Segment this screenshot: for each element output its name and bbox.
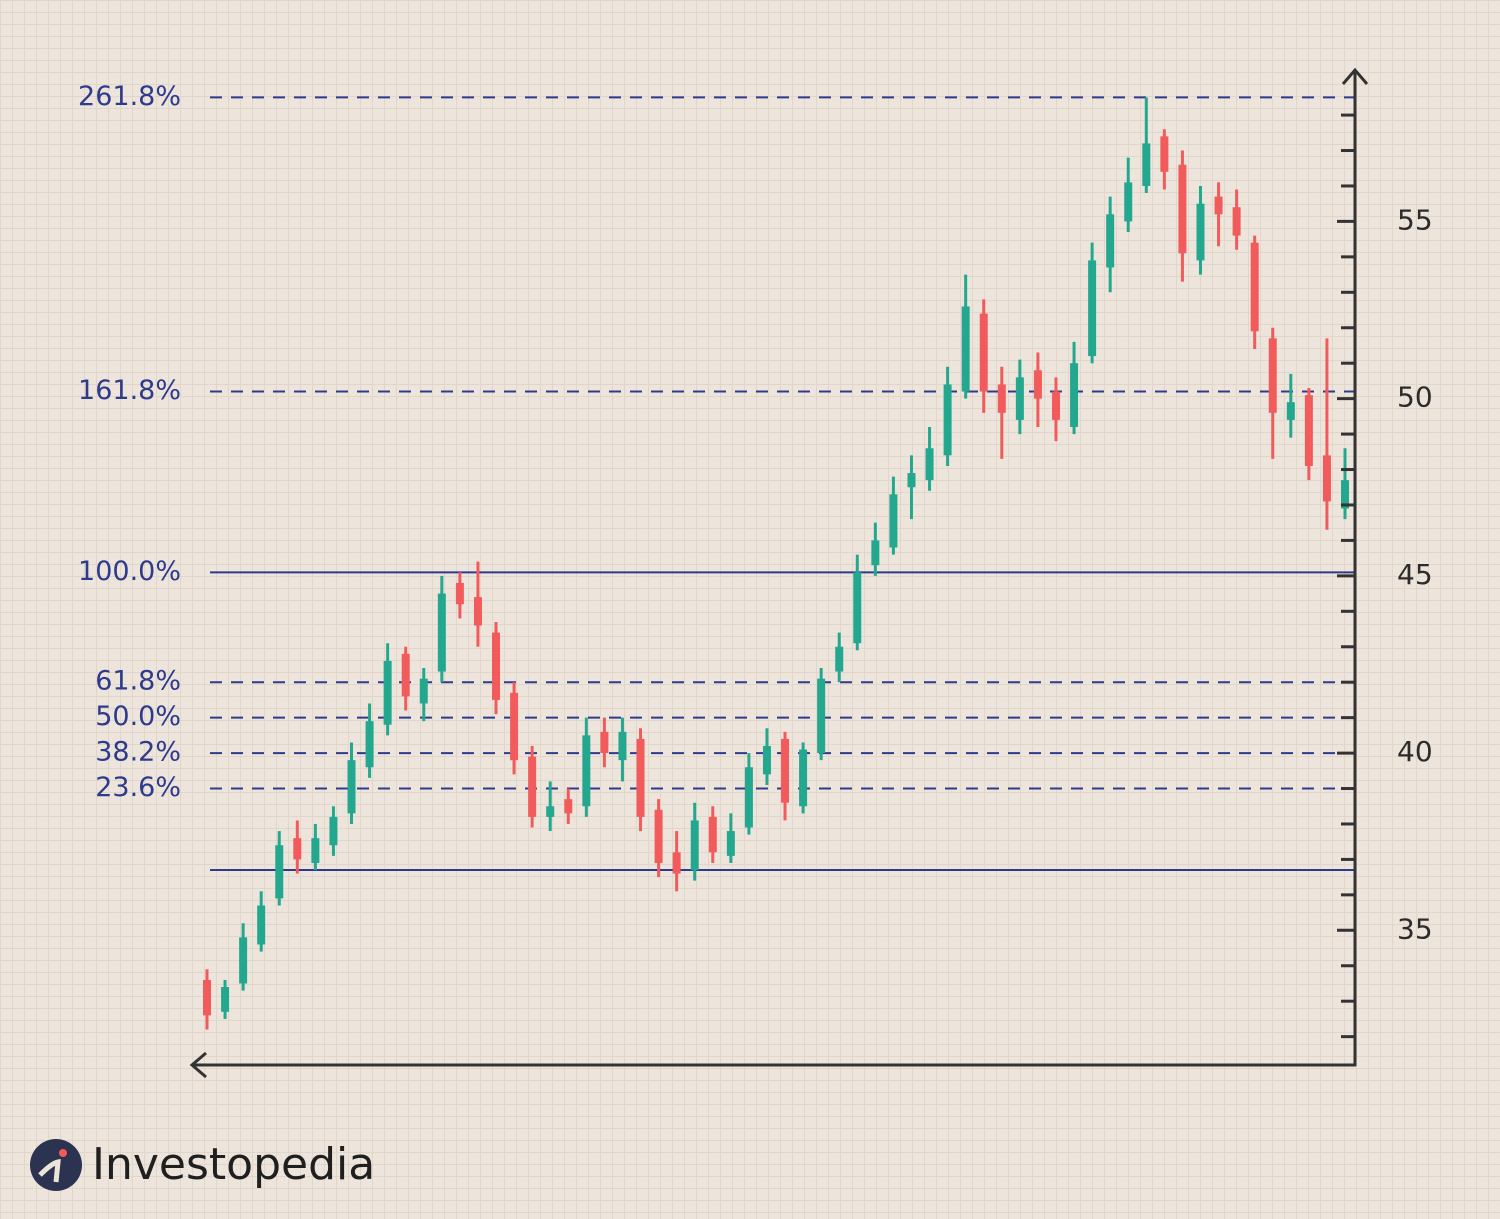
ticks: 35 40 45 50 55 bbox=[1337, 113, 1433, 1039]
candle-body bbox=[1341, 480, 1349, 509]
candle-body bbox=[1033, 370, 1042, 399]
candle-body bbox=[347, 760, 356, 814]
y-tick-label: 50 bbox=[1397, 381, 1433, 414]
candle-body bbox=[889, 494, 898, 548]
candle-body bbox=[1322, 455, 1331, 502]
candle-body bbox=[853, 572, 862, 644]
candle-body bbox=[1286, 402, 1295, 420]
fib-level-label: 100.0% bbox=[78, 556, 181, 587]
candle-body bbox=[419, 678, 428, 704]
candle-body bbox=[1214, 196, 1223, 215]
candle-body bbox=[383, 660, 392, 725]
candle-body bbox=[726, 831, 735, 856]
candle-body bbox=[1051, 391, 1060, 420]
candle-body bbox=[961, 306, 970, 392]
candle-body bbox=[835, 646, 844, 672]
candle-body bbox=[636, 738, 645, 817]
candle-body bbox=[1232, 207, 1241, 236]
axes bbox=[189, 67, 1369, 1079]
candle-body bbox=[311, 838, 320, 863]
candle-body bbox=[1142, 143, 1151, 186]
candle-body bbox=[203, 979, 211, 1016]
candle-body bbox=[473, 597, 482, 626]
candle-body bbox=[329, 816, 338, 846]
candle-body bbox=[600, 731, 609, 754]
candle-body bbox=[762, 745, 771, 775]
candle-body bbox=[1160, 136, 1169, 172]
candle-body bbox=[1178, 164, 1187, 254]
candle-body bbox=[690, 820, 699, 871]
y-axis-arrow bbox=[1341, 67, 1369, 85]
candle-body bbox=[708, 816, 717, 853]
candle-body bbox=[582, 735, 591, 807]
candle-body bbox=[546, 806, 555, 817]
candle-body bbox=[492, 632, 501, 700]
candle-body bbox=[781, 738, 790, 803]
candle-body bbox=[1196, 203, 1205, 261]
candle-body bbox=[455, 582, 464, 605]
candle-body bbox=[1124, 182, 1133, 222]
candle-body bbox=[744, 767, 753, 828]
candle-body bbox=[943, 384, 952, 456]
y-tick-label: 45 bbox=[1397, 558, 1433, 591]
candle-body bbox=[365, 721, 374, 768]
candle-body bbox=[257, 905, 266, 945]
candle-body bbox=[1070, 363, 1079, 427]
y-tick-label: 40 bbox=[1397, 735, 1433, 768]
candle-body bbox=[221, 987, 230, 1012]
fib-level-label: 261.8% bbox=[78, 81, 181, 112]
levels: 261.8% 161.8% 100.0% 61.8% 50.0% 38.2% 23.6% bbox=[78, 81, 1355, 872]
candle-body bbox=[528, 756, 537, 817]
fib-level-label: 50.0% bbox=[95, 701, 181, 732]
candle-body bbox=[437, 593, 446, 672]
fib-level-label: 23.6% bbox=[95, 772, 181, 803]
candle-body bbox=[1088, 260, 1097, 357]
candle-body bbox=[239, 937, 248, 984]
x-axis-arrow bbox=[189, 1051, 207, 1079]
y-tick-label: 35 bbox=[1397, 912, 1433, 945]
logo-mark bbox=[38, 1158, 61, 1183]
candle-body bbox=[618, 731, 627, 761]
candle-body bbox=[979, 313, 988, 392]
candle-body bbox=[997, 384, 1006, 413]
candle-body bbox=[510, 692, 519, 761]
fib-level-label: 38.2% bbox=[95, 737, 181, 768]
candle-body bbox=[293, 838, 302, 860]
candle-body bbox=[817, 678, 826, 754]
candles bbox=[203, 97, 1349, 1030]
brand-logo: Investopedia bbox=[30, 1139, 375, 1191]
candle-body bbox=[275, 845, 284, 899]
fib-level-label: 161.8% bbox=[78, 375, 181, 406]
candle-body bbox=[1268, 338, 1277, 413]
candle-body bbox=[564, 799, 573, 814]
candle-body bbox=[1304, 395, 1313, 466]
candle-body bbox=[401, 653, 410, 697]
candle-body bbox=[672, 852, 681, 874]
candle-body bbox=[799, 749, 808, 807]
candle-body bbox=[654, 809, 663, 863]
candle-body bbox=[907, 473, 916, 488]
candle-body bbox=[871, 540, 880, 566]
candle-body bbox=[925, 448, 934, 481]
y-tick-label: 55 bbox=[1397, 203, 1433, 236]
brand-name: Investopedia bbox=[92, 1139, 375, 1190]
logo-dot bbox=[59, 1149, 67, 1157]
candle-body bbox=[1250, 242, 1259, 332]
candle-body bbox=[1106, 214, 1115, 268]
fib-level-label: 61.8% bbox=[95, 666, 181, 697]
candle-body bbox=[1015, 377, 1024, 420]
